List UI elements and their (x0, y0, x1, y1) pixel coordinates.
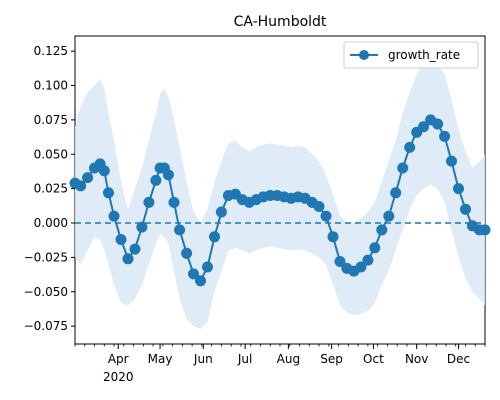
data-point (129, 243, 141, 255)
data-point (188, 268, 199, 280)
data-point (362, 254, 374, 266)
y-tick-label: −0.075 (24, 319, 68, 333)
x-axis: Apr 2020 May Jun Jul Aug Sep Oct Nov Dec (74, 344, 486, 384)
data-point (418, 121, 430, 133)
data-point (446, 155, 457, 167)
y-tick-label: −0.050 (24, 285, 68, 299)
x-tick-label: Jun (193, 352, 213, 366)
data-point (98, 165, 110, 177)
legend-label: growth_rate (388, 48, 460, 62)
data-point (383, 210, 395, 222)
data-point (122, 253, 134, 265)
x-tick-label: Apr (108, 352, 129, 366)
legend: growth_rate (343, 41, 479, 69)
data-point (168, 196, 180, 208)
data-point (215, 206, 227, 218)
data-point (397, 162, 409, 174)
data-point (453, 183, 464, 195)
data-point (376, 224, 388, 236)
legend-box (343, 41, 479, 69)
data-point (115, 234, 127, 245)
data-point (162, 169, 174, 181)
data-point (355, 261, 367, 273)
x-tick-label: Sep (320, 352, 343, 366)
y-tick-label: −0.025 (24, 250, 68, 264)
data-point (439, 130, 451, 142)
data-point (195, 275, 206, 287)
y-tick-label: 0.100 (34, 79, 68, 93)
data-point (313, 201, 325, 212)
y-axis: −0.075 −0.050 −0.025 0.000 0.025 0.050 0.075 0.… (24, 44, 75, 333)
data-point (327, 231, 339, 243)
x-tick-label: Oct (363, 352, 384, 366)
data-point (390, 187, 402, 199)
data-point (334, 256, 346, 267)
data-point (150, 174, 162, 186)
data-point (75, 180, 87, 192)
legend-marker-swatch (359, 50, 369, 60)
data-point (143, 196, 155, 208)
data-point (320, 210, 332, 222)
y-tick-label: 0.025 (34, 182, 68, 196)
data-point (209, 231, 220, 243)
data-point (460, 203, 471, 215)
x-year-label: 2020 (103, 370, 134, 384)
x-tick-label: May (148, 352, 173, 366)
chart-title: CA-Humboldt (234, 14, 327, 30)
data-point (181, 247, 193, 259)
data-point (432, 118, 444, 130)
data-point (369, 242, 381, 254)
data-point (174, 224, 186, 236)
x-tick-label: Jul (237, 352, 252, 366)
series-points-layer (69, 114, 491, 287)
y-tick-label: 0.000 (34, 216, 68, 230)
x-tick-label: Aug (277, 352, 300, 366)
data-point (479, 224, 491, 236)
y-tick-label: 0.125 (34, 44, 68, 58)
y-tick-label: 0.075 (34, 113, 68, 127)
data-point (202, 261, 213, 273)
x-tick-label: Dec (447, 352, 470, 366)
data-point (404, 141, 416, 153)
data-point (103, 187, 114, 199)
x-tick-label: Nov (405, 352, 428, 366)
y-tick-label: 0.050 (34, 147, 68, 161)
data-point (108, 210, 120, 222)
data-point (136, 221, 148, 233)
data-point (82, 172, 94, 184)
